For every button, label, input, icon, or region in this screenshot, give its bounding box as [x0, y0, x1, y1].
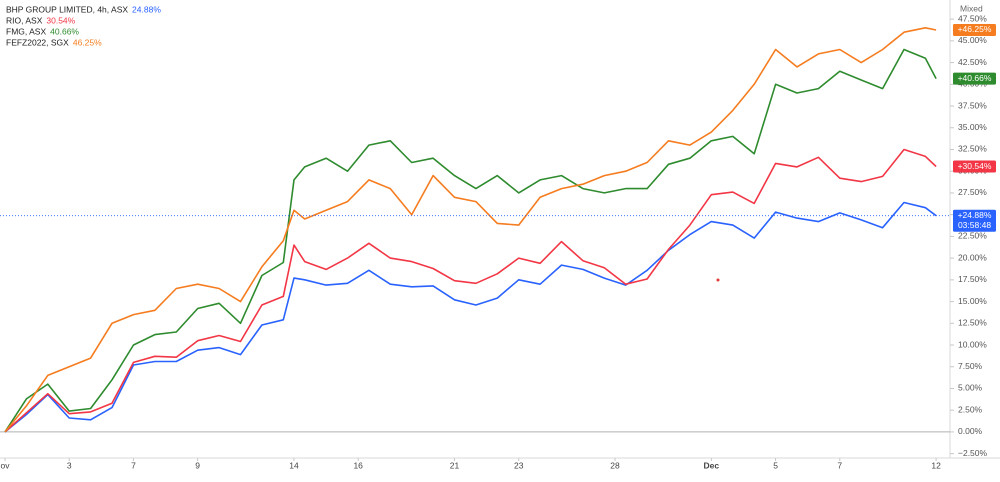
y-tick-label: 2.50%	[958, 404, 983, 414]
series-line	[4, 148, 937, 433]
price-badge	[953, 23, 996, 36]
y-tick-label: 22.50%	[958, 231, 987, 241]
price-badge-label: +40.66%	[958, 73, 992, 83]
y-tick-label: −2.50%	[958, 448, 988, 458]
price-badge	[953, 72, 996, 85]
legend-value: 46.25%	[73, 37, 102, 47]
legend-value: 24.88%	[132, 4, 161, 14]
x-tick-label: ov	[1, 460, 11, 470]
price-badge-label: +24.88%	[958, 210, 992, 220]
series-line	[4, 48, 937, 433]
y-tick-label: 10.00%	[958, 339, 987, 349]
marker-dot	[716, 278, 720, 282]
x-tick-label: 28	[610, 460, 620, 470]
price-badge-label: +30.54%	[958, 161, 992, 171]
x-tick-label: 5	[773, 460, 778, 470]
x-tick-label: 7	[837, 460, 842, 470]
legend-name: FEFZ2022, SGX	[6, 37, 69, 47]
y-tick-label: 0.00%	[958, 426, 983, 436]
y-tick-label: 17.50%	[958, 274, 987, 284]
y-tick-label: 7.50%	[958, 361, 983, 371]
x-tick-label: 7	[131, 460, 136, 470]
x-tick-label: 12	[931, 460, 941, 470]
legend-name: RIO, ASX	[6, 15, 43, 25]
x-tick-label: 14	[289, 460, 299, 470]
x-tick-label: 3	[67, 460, 72, 470]
y-tick-label: 12.50%	[958, 318, 987, 328]
price-badge	[953, 160, 996, 173]
price-badge	[953, 209, 996, 232]
legend-name: FMG, ASX	[6, 26, 46, 36]
y-tick-label: 5.00%	[958, 383, 983, 393]
y-tick-label: 37.50%	[958, 100, 987, 110]
y-tick-label: 42.50%	[958, 57, 987, 67]
y-tick-label: 15.00%	[958, 296, 987, 306]
x-tick-label: 21	[450, 460, 460, 470]
legend-value: 40.66%	[50, 26, 79, 36]
y-tick-label: 35.00%	[958, 122, 987, 132]
y-tick-label: 32.50%	[958, 144, 987, 154]
x-tick-label: 9	[195, 460, 200, 470]
countdown-label: 03:58:48	[958, 220, 991, 230]
scale-mode: Mixed	[960, 3, 983, 13]
y-tick-label: 20.00%	[958, 252, 987, 262]
x-tick-label: Dec	[704, 460, 720, 470]
y-tick-label: 47.50%	[958, 13, 987, 23]
x-tick-label: 16	[353, 460, 363, 470]
y-tick-label: 27.50%	[958, 187, 987, 197]
y-tick-label: 45.00%	[958, 35, 987, 45]
legend-name: BHP GROUP LIMITED, 4h, ASX	[6, 4, 128, 14]
price-badge-label: +46.25%	[958, 24, 992, 34]
series-line	[4, 201, 937, 433]
legend-value: 30.54%	[46, 15, 75, 25]
series-line	[4, 27, 937, 433]
x-tick-label: 23	[514, 460, 524, 470]
